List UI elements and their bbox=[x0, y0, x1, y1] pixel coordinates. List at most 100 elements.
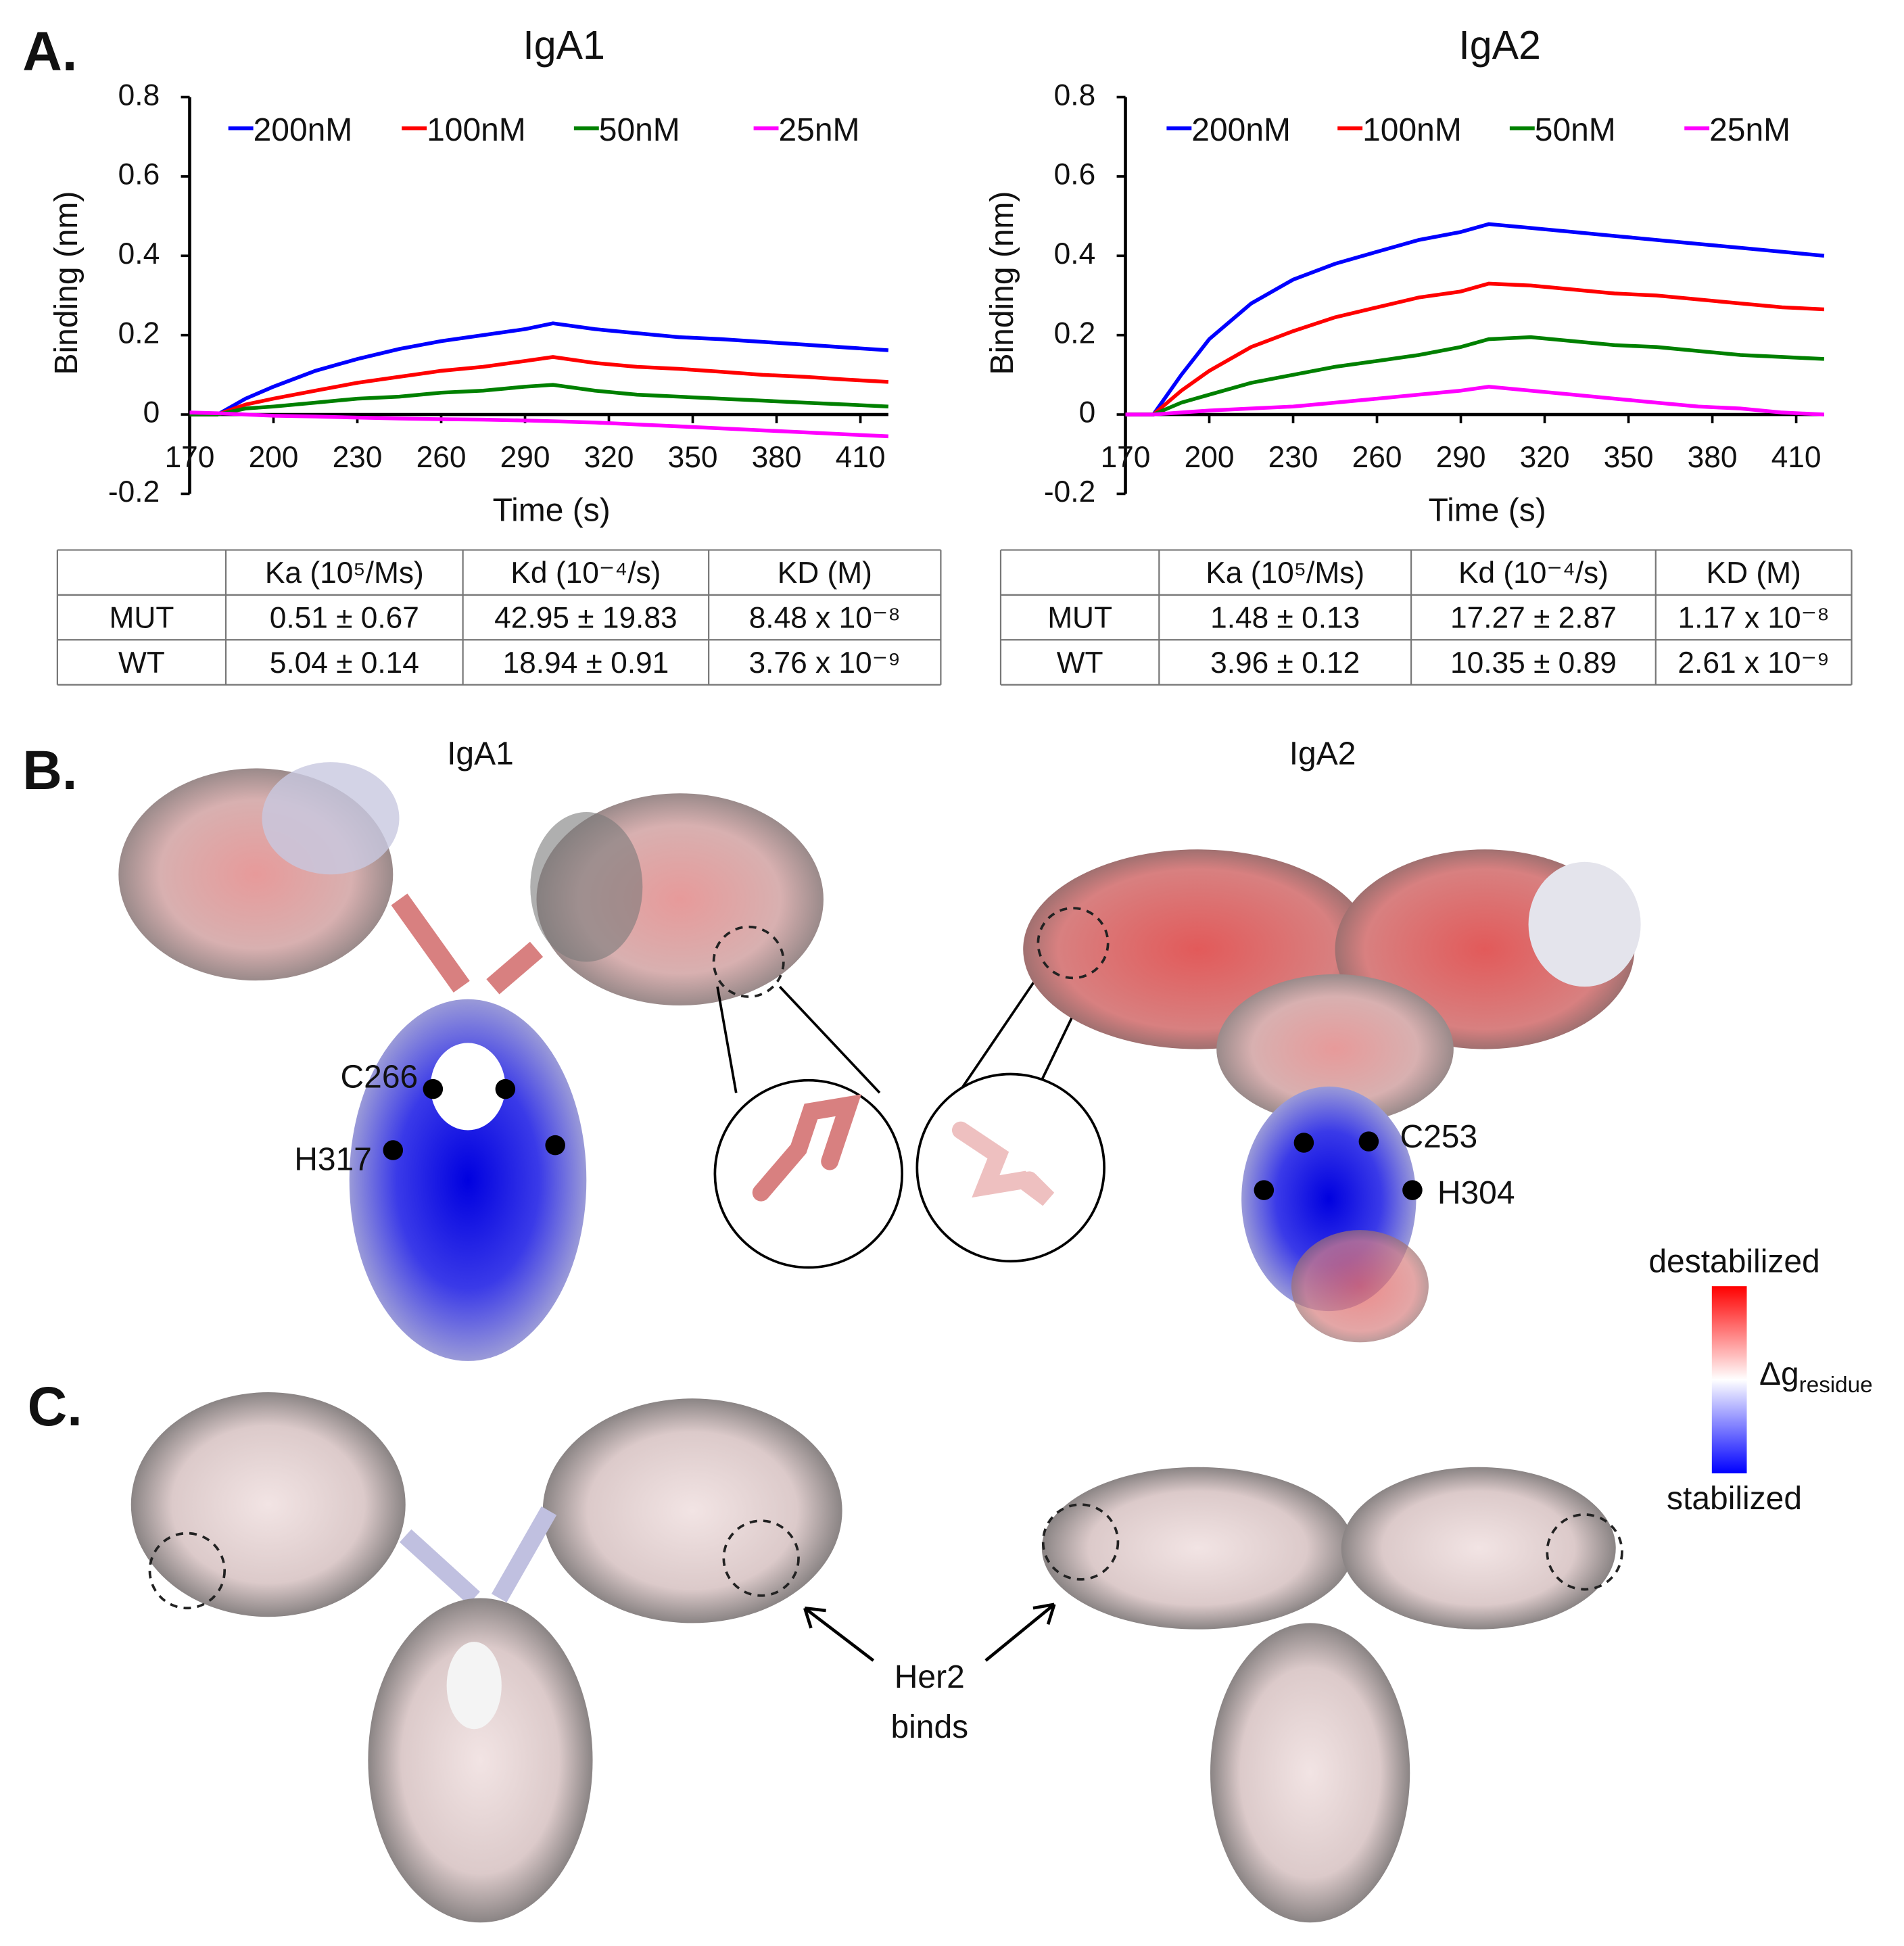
structure-b-iga1 bbox=[118, 762, 824, 1361]
x-tick-label: 320 bbox=[1520, 441, 1570, 474]
hinge bbox=[1216, 974, 1454, 1124]
series-line bbox=[189, 355, 889, 417]
inset-zoom bbox=[713, 911, 1124, 1269]
legend-label: 50nM bbox=[1535, 112, 1616, 148]
fab-domain bbox=[262, 762, 400, 875]
annotation: Her2 bbox=[895, 1659, 965, 1695]
table-cell: 8.48 x 10⁻⁸ bbox=[749, 601, 901, 634]
legend-label: 25nM bbox=[778, 112, 859, 148]
x-tick-label: 170 bbox=[165, 441, 215, 474]
table-header: Ka (10⁵/Ms) bbox=[265, 556, 424, 590]
residue-dot bbox=[495, 1078, 516, 1099]
x-tick-label: 350 bbox=[668, 441, 718, 474]
table-header: KD (M) bbox=[778, 556, 872, 590]
panel-label: A. bbox=[22, 22, 77, 82]
table-cell: 17.27 ± 2.87 bbox=[1450, 601, 1617, 634]
table-cell: 10.35 ± 0.89 bbox=[1450, 646, 1617, 680]
legend-label: 50nM bbox=[599, 112, 680, 148]
table-cell: 5.04 ± 0.14 bbox=[270, 646, 419, 680]
fab-domain bbox=[1341, 1467, 1616, 1630]
x-tick-label: 200 bbox=[1185, 441, 1235, 474]
structure-title: IgA1 bbox=[447, 736, 514, 772]
inset bbox=[713, 1078, 904, 1269]
y-tick-label: 0 bbox=[1079, 396, 1096, 429]
residue-dot bbox=[1402, 1180, 1423, 1200]
annotation: binds bbox=[890, 1709, 968, 1745]
colorbar bbox=[1711, 1286, 1747, 1473]
hinge bbox=[400, 1506, 557, 1605]
y-axis-label: Binding (nm) bbox=[49, 191, 85, 375]
fab-domain bbox=[130, 1392, 406, 1617]
x-tick-label: 200 bbox=[249, 441, 299, 474]
table-cell: 1.48 ± 0.13 bbox=[1210, 601, 1360, 634]
legend-label: 100nM bbox=[1362, 112, 1462, 148]
arrow bbox=[984, 1603, 1056, 1662]
table-cell: 42.95 ± 19.83 bbox=[494, 601, 677, 634]
residue-label: C266 bbox=[341, 1060, 419, 1095]
symbol: Δg bbox=[1759, 1356, 1799, 1392]
y-tick-label: 0.8 bbox=[1054, 78, 1096, 112]
table-cell: 0.51 ± 0.67 bbox=[270, 601, 419, 634]
fc-cavity bbox=[430, 1043, 506, 1131]
y-tick-label: 0.4 bbox=[1054, 237, 1096, 270]
binding-site bbox=[1546, 1513, 1623, 1591]
panel-label: B. bbox=[22, 740, 77, 801]
legend-label: 200nM bbox=[1191, 112, 1291, 148]
fc-domain bbox=[1291, 1230, 1429, 1343]
x-tick-label: 380 bbox=[1688, 441, 1738, 474]
structure-c-iga2 bbox=[1041, 1467, 1623, 1923]
table-cell: 18.94 ± 0.91 bbox=[502, 646, 669, 680]
table-header: Ka (10⁵/Ms) bbox=[1206, 556, 1364, 590]
table-header: Kd (10⁻⁴/s) bbox=[510, 556, 661, 590]
y-tick-label: 0 bbox=[143, 396, 160, 429]
table-cell: 2.61 x 10⁻⁹ bbox=[1677, 646, 1829, 680]
table-cell: 3.76 x 10⁻⁹ bbox=[749, 646, 901, 680]
fab-domain bbox=[542, 1398, 842, 1623]
y-tick-label: 0.2 bbox=[118, 316, 160, 350]
y-tick-label: 0.4 bbox=[118, 237, 160, 270]
series-line bbox=[189, 410, 889, 439]
table-cell: 1.17 x 10⁻⁸ bbox=[1678, 601, 1830, 634]
table-cell: WT bbox=[1057, 646, 1103, 680]
panel-label: C. bbox=[28, 1377, 82, 1438]
x-tick-label: 380 bbox=[752, 441, 802, 474]
fc-domain bbox=[368, 1598, 593, 1923]
series-line bbox=[1125, 385, 1825, 417]
x-tick-label: 260 bbox=[1352, 441, 1402, 474]
hinge bbox=[391, 893, 544, 995]
residue-dot bbox=[1358, 1131, 1379, 1152]
residue-dot bbox=[1293, 1133, 1314, 1153]
structure-b-iga2 bbox=[1023, 849, 1641, 1343]
y-tick-label: 0.6 bbox=[1054, 158, 1096, 191]
binding-site bbox=[712, 925, 785, 998]
series-line bbox=[189, 383, 889, 417]
y-tick-label: 0.8 bbox=[118, 78, 160, 112]
x-tick-label: 410 bbox=[836, 441, 886, 474]
residue-dot bbox=[545, 1135, 565, 1156]
y-tick-label: 0.2 bbox=[1054, 316, 1096, 350]
colorbar-label: stabilized bbox=[1667, 1481, 1802, 1517]
x-tick-label: 230 bbox=[333, 441, 383, 474]
residue-label: C253 bbox=[1400, 1119, 1477, 1155]
series-line bbox=[1125, 281, 1825, 417]
arrow bbox=[803, 1606, 875, 1662]
fc-cavity bbox=[446, 1642, 502, 1730]
x-axis-label: Time (s) bbox=[493, 493, 611, 529]
fc-domain bbox=[1210, 1623, 1410, 1923]
chart-title: IgA2 bbox=[1458, 23, 1540, 68]
loop bbox=[952, 1121, 1055, 1206]
binding-site bbox=[1037, 907, 1110, 980]
inset bbox=[915, 1072, 1105, 1263]
y-tick-label: -0.2 bbox=[108, 475, 160, 508]
series-line bbox=[189, 321, 889, 417]
y-axis-label: Binding (nm) bbox=[984, 191, 1020, 375]
loop bbox=[752, 1094, 861, 1202]
table-cell: 3.96 ± 0.12 bbox=[1210, 646, 1360, 680]
x-tick-label: 230 bbox=[1268, 441, 1318, 474]
colorbar-symbol: Δgresidue bbox=[1759, 1356, 1873, 1398]
fab-domain bbox=[530, 811, 643, 962]
residue-label: H317 bbox=[294, 1141, 372, 1177]
zoom-line bbox=[778, 986, 881, 1094]
series-line bbox=[1125, 222, 1825, 417]
